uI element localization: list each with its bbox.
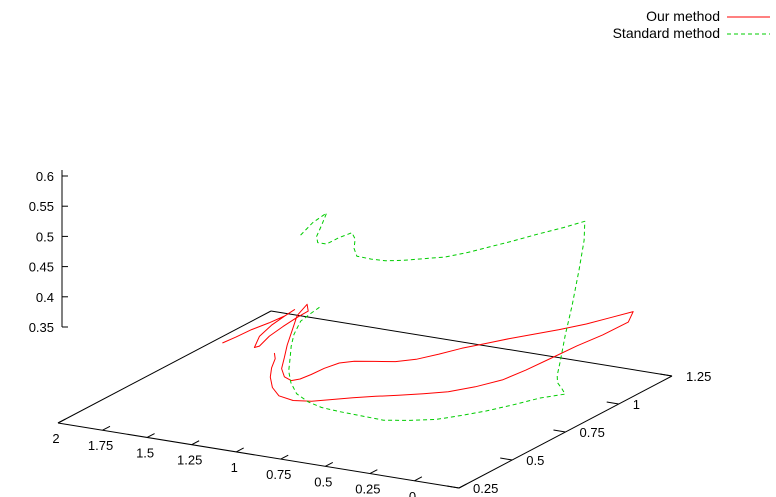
z-tick-label: 0.5 (36, 229, 54, 244)
x-tick-label: 1.25 (177, 453, 202, 468)
z-tick-label: 0.55 (29, 199, 54, 214)
axes (57, 170, 673, 489)
z-tick-label: 0.6 (36, 169, 54, 184)
y-tick-mark (606, 401, 619, 405)
x-tick-label: 0.25 (355, 482, 380, 497)
z-axis-ticks: 0.35 0.4 0.45 0.5 0.55 0.6 (29, 169, 68, 335)
x-tick-mark (102, 425, 111, 431)
legend-entry-our-method-label: Our method (646, 8, 720, 24)
y-tick-mark (500, 457, 513, 461)
y-tick-label: 0.75 (580, 425, 605, 440)
z-tick-label: 0.35 (29, 320, 54, 335)
x-tick-mark (414, 476, 423, 482)
x-tick-mark (280, 454, 289, 460)
x-tick-mark (57, 418, 66, 424)
series-our-method-line (222, 303, 634, 402)
x-axis-line (57, 422, 460, 489)
y-tick-label: 0.5 (526, 453, 544, 468)
y-tick-label: 1 (633, 397, 640, 412)
x-tick-label: 0 (409, 489, 416, 497)
x-tick-mark (458, 483, 467, 489)
y-tick-mark (659, 373, 673, 377)
x-tick-mark (369, 469, 378, 474)
z-tick-label: 0.45 (29, 260, 54, 275)
y-axis-ticks: 0.25 0.5 0.75 1 1.25 (446, 369, 711, 496)
x-tick-mark (325, 461, 334, 467)
x-tick-mark (146, 433, 155, 438)
x-tick-label: 1 (231, 460, 238, 475)
x-tick-mark (235, 447, 244, 453)
y-tick-label: 1.25 (686, 369, 711, 384)
y-tick-mark (446, 485, 460, 489)
x-tick-label: 0.75 (266, 467, 291, 482)
x-tick-label: 1.5 (136, 445, 154, 460)
legend-entry-standard-method-label: Standard method (613, 25, 720, 41)
base-back-right-edge (270, 310, 673, 377)
series-layer (222, 212, 634, 421)
y-tick-mark (553, 429, 566, 433)
series-standard-method-line (288, 212, 586, 421)
x-tick-label: 0.5 (314, 474, 332, 489)
base-back-left-edge (57, 310, 272, 424)
x-tick-mark (191, 440, 200, 446)
y-tick-label: 0.25 (473, 481, 498, 496)
x-tick-label: 1.75 (88, 438, 113, 453)
legend: Our method Standard method (613, 8, 770, 41)
x-tick-label: 2 (52, 431, 59, 446)
z-tick-label: 0.4 (36, 290, 54, 305)
